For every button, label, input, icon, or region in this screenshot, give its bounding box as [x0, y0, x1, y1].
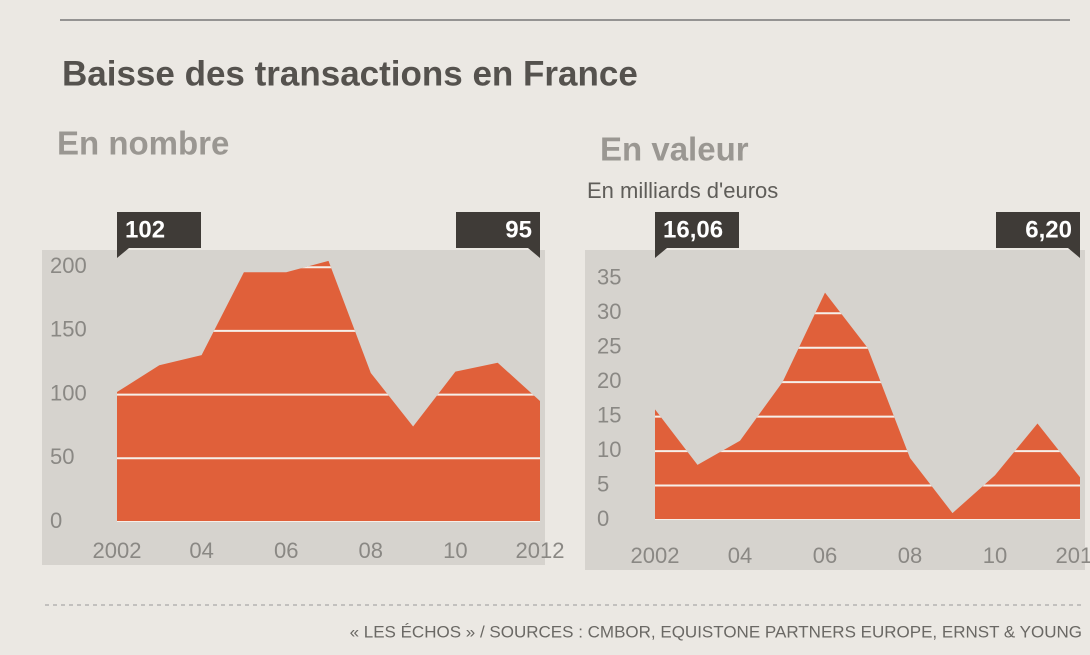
- y-tick-label: 15: [597, 402, 621, 427]
- title: Baisse des transactions en France: [62, 54, 638, 93]
- value-label: 95: [505, 216, 532, 243]
- x-tick-label: 08: [359, 538, 383, 563]
- value-label: 6,20: [1025, 216, 1072, 243]
- source: « LES ÉCHOS » / SOURCES : CMBOR, EQUISTO…: [350, 622, 1082, 641]
- chart-title: En nombre: [57, 125, 229, 162]
- x-tick-label: 06: [813, 543, 837, 568]
- y-tick-label: 200: [50, 253, 87, 278]
- x-tick-label: 10: [443, 538, 467, 563]
- figure: Baisse des transactions en France « LES …: [0, 0, 1090, 655]
- page: Baisse des transactions en France « LES …: [0, 0, 1090, 655]
- y-tick-label: 100: [50, 380, 87, 405]
- y-tick-label: 25: [597, 334, 621, 359]
- y-tick-label: 10: [597, 437, 621, 462]
- x-tick-label: 10: [983, 543, 1007, 568]
- x-tick-label: 08: [898, 543, 922, 568]
- x-tick-label: 2012: [1056, 543, 1090, 568]
- x-tick-label: 2002: [93, 538, 142, 563]
- y-tick-label: 50: [50, 444, 74, 469]
- y-tick-label: 30: [597, 299, 621, 324]
- y-tick-label: 0: [50, 508, 62, 533]
- y-tick-label: 35: [597, 265, 621, 290]
- x-tick-label: 04: [189, 538, 213, 563]
- x-tick-label: 06: [274, 538, 298, 563]
- x-tick-label: 04: [728, 543, 752, 568]
- value-label: 102: [125, 216, 165, 243]
- y-tick-label: 5: [597, 471, 609, 496]
- chart-title: En valeur: [600, 131, 749, 168]
- y-tick-label: 20: [597, 368, 621, 393]
- y-tick-label: 0: [597, 506, 609, 531]
- x-tick-label: 2012: [516, 538, 565, 563]
- x-tick-label: 2002: [631, 543, 680, 568]
- chart-subtitle: En milliards d'euros: [587, 178, 778, 203]
- y-tick-label: 150: [50, 317, 87, 342]
- value-label: 16,06: [663, 216, 723, 243]
